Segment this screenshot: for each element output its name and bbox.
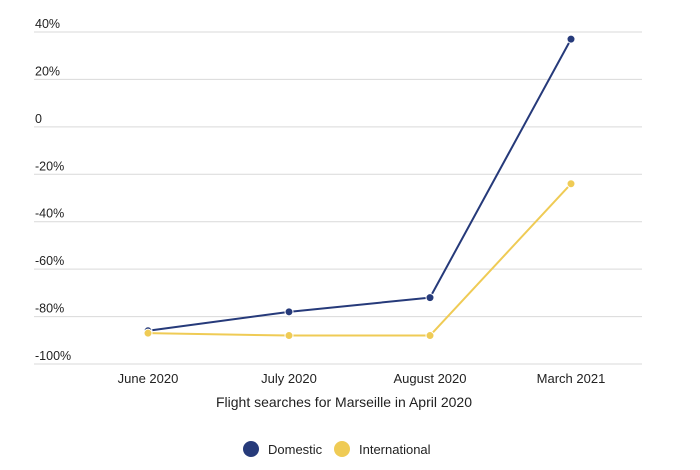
legend-marker xyxy=(334,441,350,457)
series-line-international xyxy=(147,183,572,337)
legend-label: International xyxy=(359,442,431,457)
legend-item-domestic[interactable]: Domestic xyxy=(243,441,323,457)
series-line-domestic xyxy=(147,38,572,332)
data-point-international[interactable] xyxy=(566,179,576,189)
y-tick-label: -100% xyxy=(35,349,71,363)
grid-layer xyxy=(34,31,642,365)
legend-label: Domestic xyxy=(268,442,323,457)
x-tick-label: July 2020 xyxy=(261,371,317,386)
y-tick-label: 0 xyxy=(35,112,42,126)
x-tick-label: March 2021 xyxy=(537,371,606,386)
y-tick-label: -20% xyxy=(35,159,64,173)
data-point-domestic[interactable] xyxy=(566,34,576,44)
legend-marker xyxy=(243,441,259,457)
y-tick-label: 40% xyxy=(35,17,60,31)
data-point-domestic[interactable] xyxy=(425,293,435,303)
x-axis-label: Flight searches for Marseille in April 2… xyxy=(216,394,472,410)
legend: Domestic International xyxy=(243,441,431,457)
x-tick-label: August 2020 xyxy=(393,371,466,386)
y-tick-label: 20% xyxy=(35,64,60,78)
y-tick-label: -60% xyxy=(35,254,64,268)
y-axis-ticks: 40% 20% 0 -20% -40% -60% -80% -100% xyxy=(35,17,71,363)
series-layer xyxy=(143,34,576,341)
y-tick-label: -40% xyxy=(35,207,64,221)
data-point-international[interactable] xyxy=(143,328,153,338)
data-point-international[interactable] xyxy=(284,331,294,341)
y-tick-label: -80% xyxy=(35,302,64,316)
data-point-international[interactable] xyxy=(425,331,435,341)
legend-item-international[interactable]: International xyxy=(334,441,431,457)
data-point-domestic[interactable] xyxy=(284,307,294,317)
x-axis-ticks: June 2020 July 2020 August 2020 March 2021 xyxy=(118,371,606,386)
x-tick-label: June 2020 xyxy=(118,371,179,386)
